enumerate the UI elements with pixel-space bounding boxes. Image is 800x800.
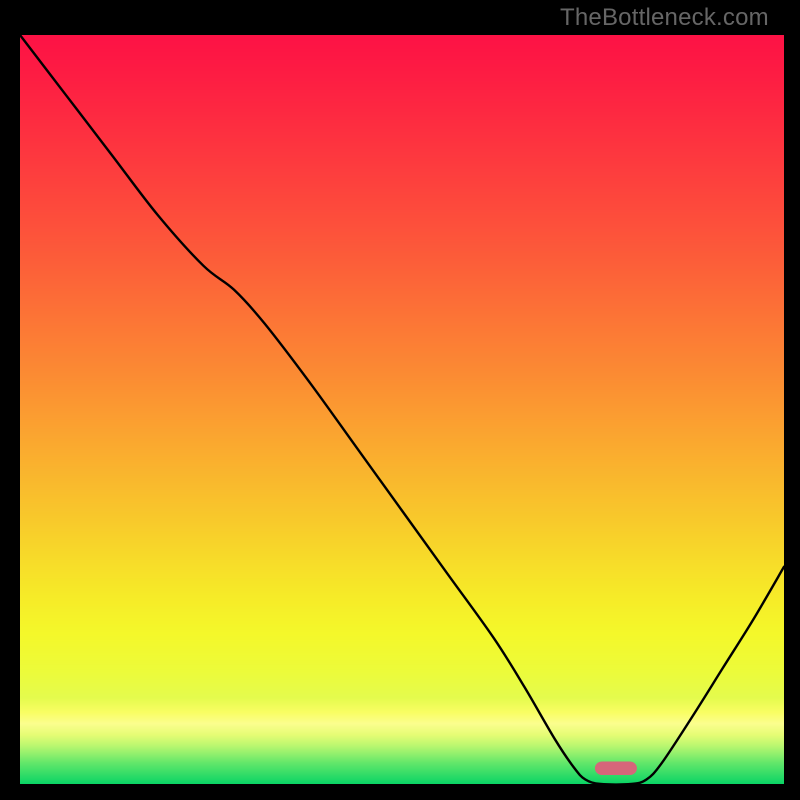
watermark-text: TheBottleneck.com [560, 4, 769, 32]
chart-frame: TheBottleneck.com [0, 0, 800, 800]
gradient-background [20, 35, 784, 784]
plot-area [20, 35, 784, 784]
